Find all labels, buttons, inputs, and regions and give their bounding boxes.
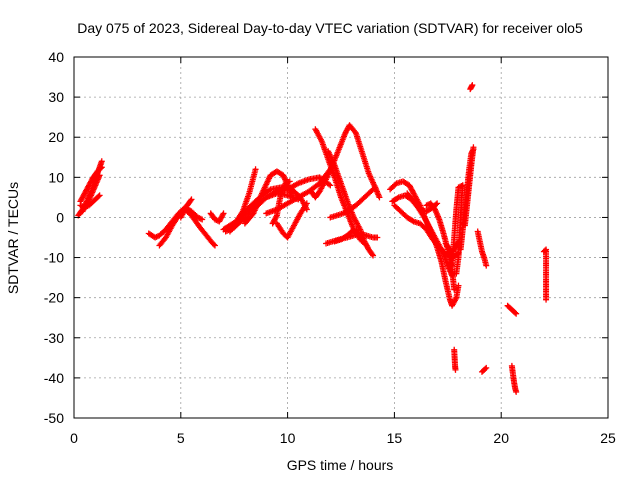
x-tick-label: 20: [493, 430, 509, 446]
chart-title: Day 075 of 2023, Sidereal Day-to-day VTE…: [77, 20, 583, 36]
series-arc13: [252, 174, 334, 211]
plot-frame: [73, 56, 609, 419]
series-arc32: [461, 144, 477, 229]
data-point-marker: [452, 366, 459, 373]
series-arc22: [331, 226, 362, 245]
series-arc17: [308, 122, 383, 201]
data-point-marker: [470, 144, 477, 151]
series-arc35: [474, 228, 490, 269]
data-point-marker: [98, 164, 105, 171]
data-point-marker: [459, 182, 466, 189]
data-point-marker: [513, 310, 520, 317]
data-point-marker: [210, 241, 217, 248]
x-axis-label: GPS time / hours: [287, 457, 394, 473]
series-arc08: [207, 210, 227, 225]
data-point-marker: [303, 200, 310, 207]
data-point-marker: [351, 128, 358, 135]
series-arc15: [269, 178, 293, 227]
grid-lines: [74, 57, 608, 418]
y-tick-label: -40: [44, 370, 64, 386]
data-point-marker: [96, 172, 103, 179]
data-point-marker: [370, 185, 377, 192]
x-tick-label: 25: [600, 430, 616, 446]
y-tick-label: -50: [44, 410, 64, 426]
data-point-marker: [219, 211, 226, 218]
data-point-marker: [512, 309, 519, 316]
data-point-marker: [451, 286, 458, 293]
data-point-marker: [483, 262, 490, 269]
x-tick-label: 5: [177, 430, 185, 446]
data-point-marker: [220, 210, 227, 217]
series-arc16: [273, 200, 310, 241]
y-tick-label: 0: [56, 209, 64, 225]
data-point-marker: [543, 296, 550, 303]
data-point-marker: [370, 252, 377, 259]
data-point-marker: [288, 192, 295, 199]
data-point-marker: [96, 192, 103, 199]
data-point-marker: [394, 195, 401, 202]
y-tick-label: 40: [48, 49, 64, 65]
axis-ticks: 0 5 10 15 20 25 -50 -40 -30 -20 -10 0 10 20 30 40: [44, 49, 616, 446]
series-arc33: [467, 82, 476, 93]
data-point-marker: [374, 234, 381, 241]
data-point-marker: [372, 184, 379, 191]
data-point-marker: [187, 197, 194, 204]
data-points: [75, 82, 550, 395]
data-point-marker: [455, 282, 462, 289]
data-point-marker: [252, 166, 259, 173]
series-arc19: [325, 148, 377, 259]
data-point-marker: [97, 165, 104, 172]
series-arc11: [226, 184, 310, 235]
data-point-marker: [98, 158, 105, 165]
y-axis-label: SDTVAR / TECUs: [5, 182, 21, 294]
series-arc06: [156, 206, 218, 249]
series-arc34: [451, 346, 459, 373]
data-point-marker: [458, 183, 465, 190]
data-point-marker: [325, 181, 332, 188]
data-point-marker: [513, 388, 520, 395]
data-point-marker: [483, 364, 490, 371]
series-arc07: [177, 196, 195, 221]
x-tick-label: 15: [387, 430, 403, 446]
x-tick-label: 10: [280, 430, 296, 446]
data-point-marker: [452, 296, 459, 303]
y-tick-label: -10: [44, 250, 64, 266]
data-point-marker: [286, 178, 293, 185]
data-point-marker: [376, 194, 383, 201]
data-point-marker: [434, 200, 441, 207]
data-point-marker: [87, 193, 94, 200]
y-tick-label: 20: [48, 129, 64, 145]
series-arc20: [327, 184, 379, 221]
data-point-marker: [327, 182, 334, 189]
data-point-marker: [369, 251, 376, 258]
series-arc02: [77, 164, 105, 205]
series-arc38: [508, 362, 520, 395]
data-point-marker: [95, 193, 102, 200]
data-point-marker: [211, 242, 218, 249]
data-point-marker: [273, 213, 280, 220]
y-tick-label: 10: [48, 169, 64, 185]
series-arc39: [540, 246, 550, 303]
series-arc04: [79, 172, 103, 215]
data-point-marker: [199, 216, 206, 223]
series-arc37: [504, 302, 520, 317]
data-point-marker: [188, 196, 195, 203]
data-point-marker: [409, 217, 416, 224]
data-point-marker: [482, 365, 489, 372]
series-arc36: [478, 364, 490, 375]
data-point-marker: [469, 82, 476, 89]
data-point-marker: [355, 226, 362, 233]
y-tick-label: -30: [44, 330, 64, 346]
y-tick-label: -20: [44, 290, 64, 306]
y-tick-label: 30: [48, 89, 64, 105]
x-tick-label: 0: [70, 430, 78, 446]
